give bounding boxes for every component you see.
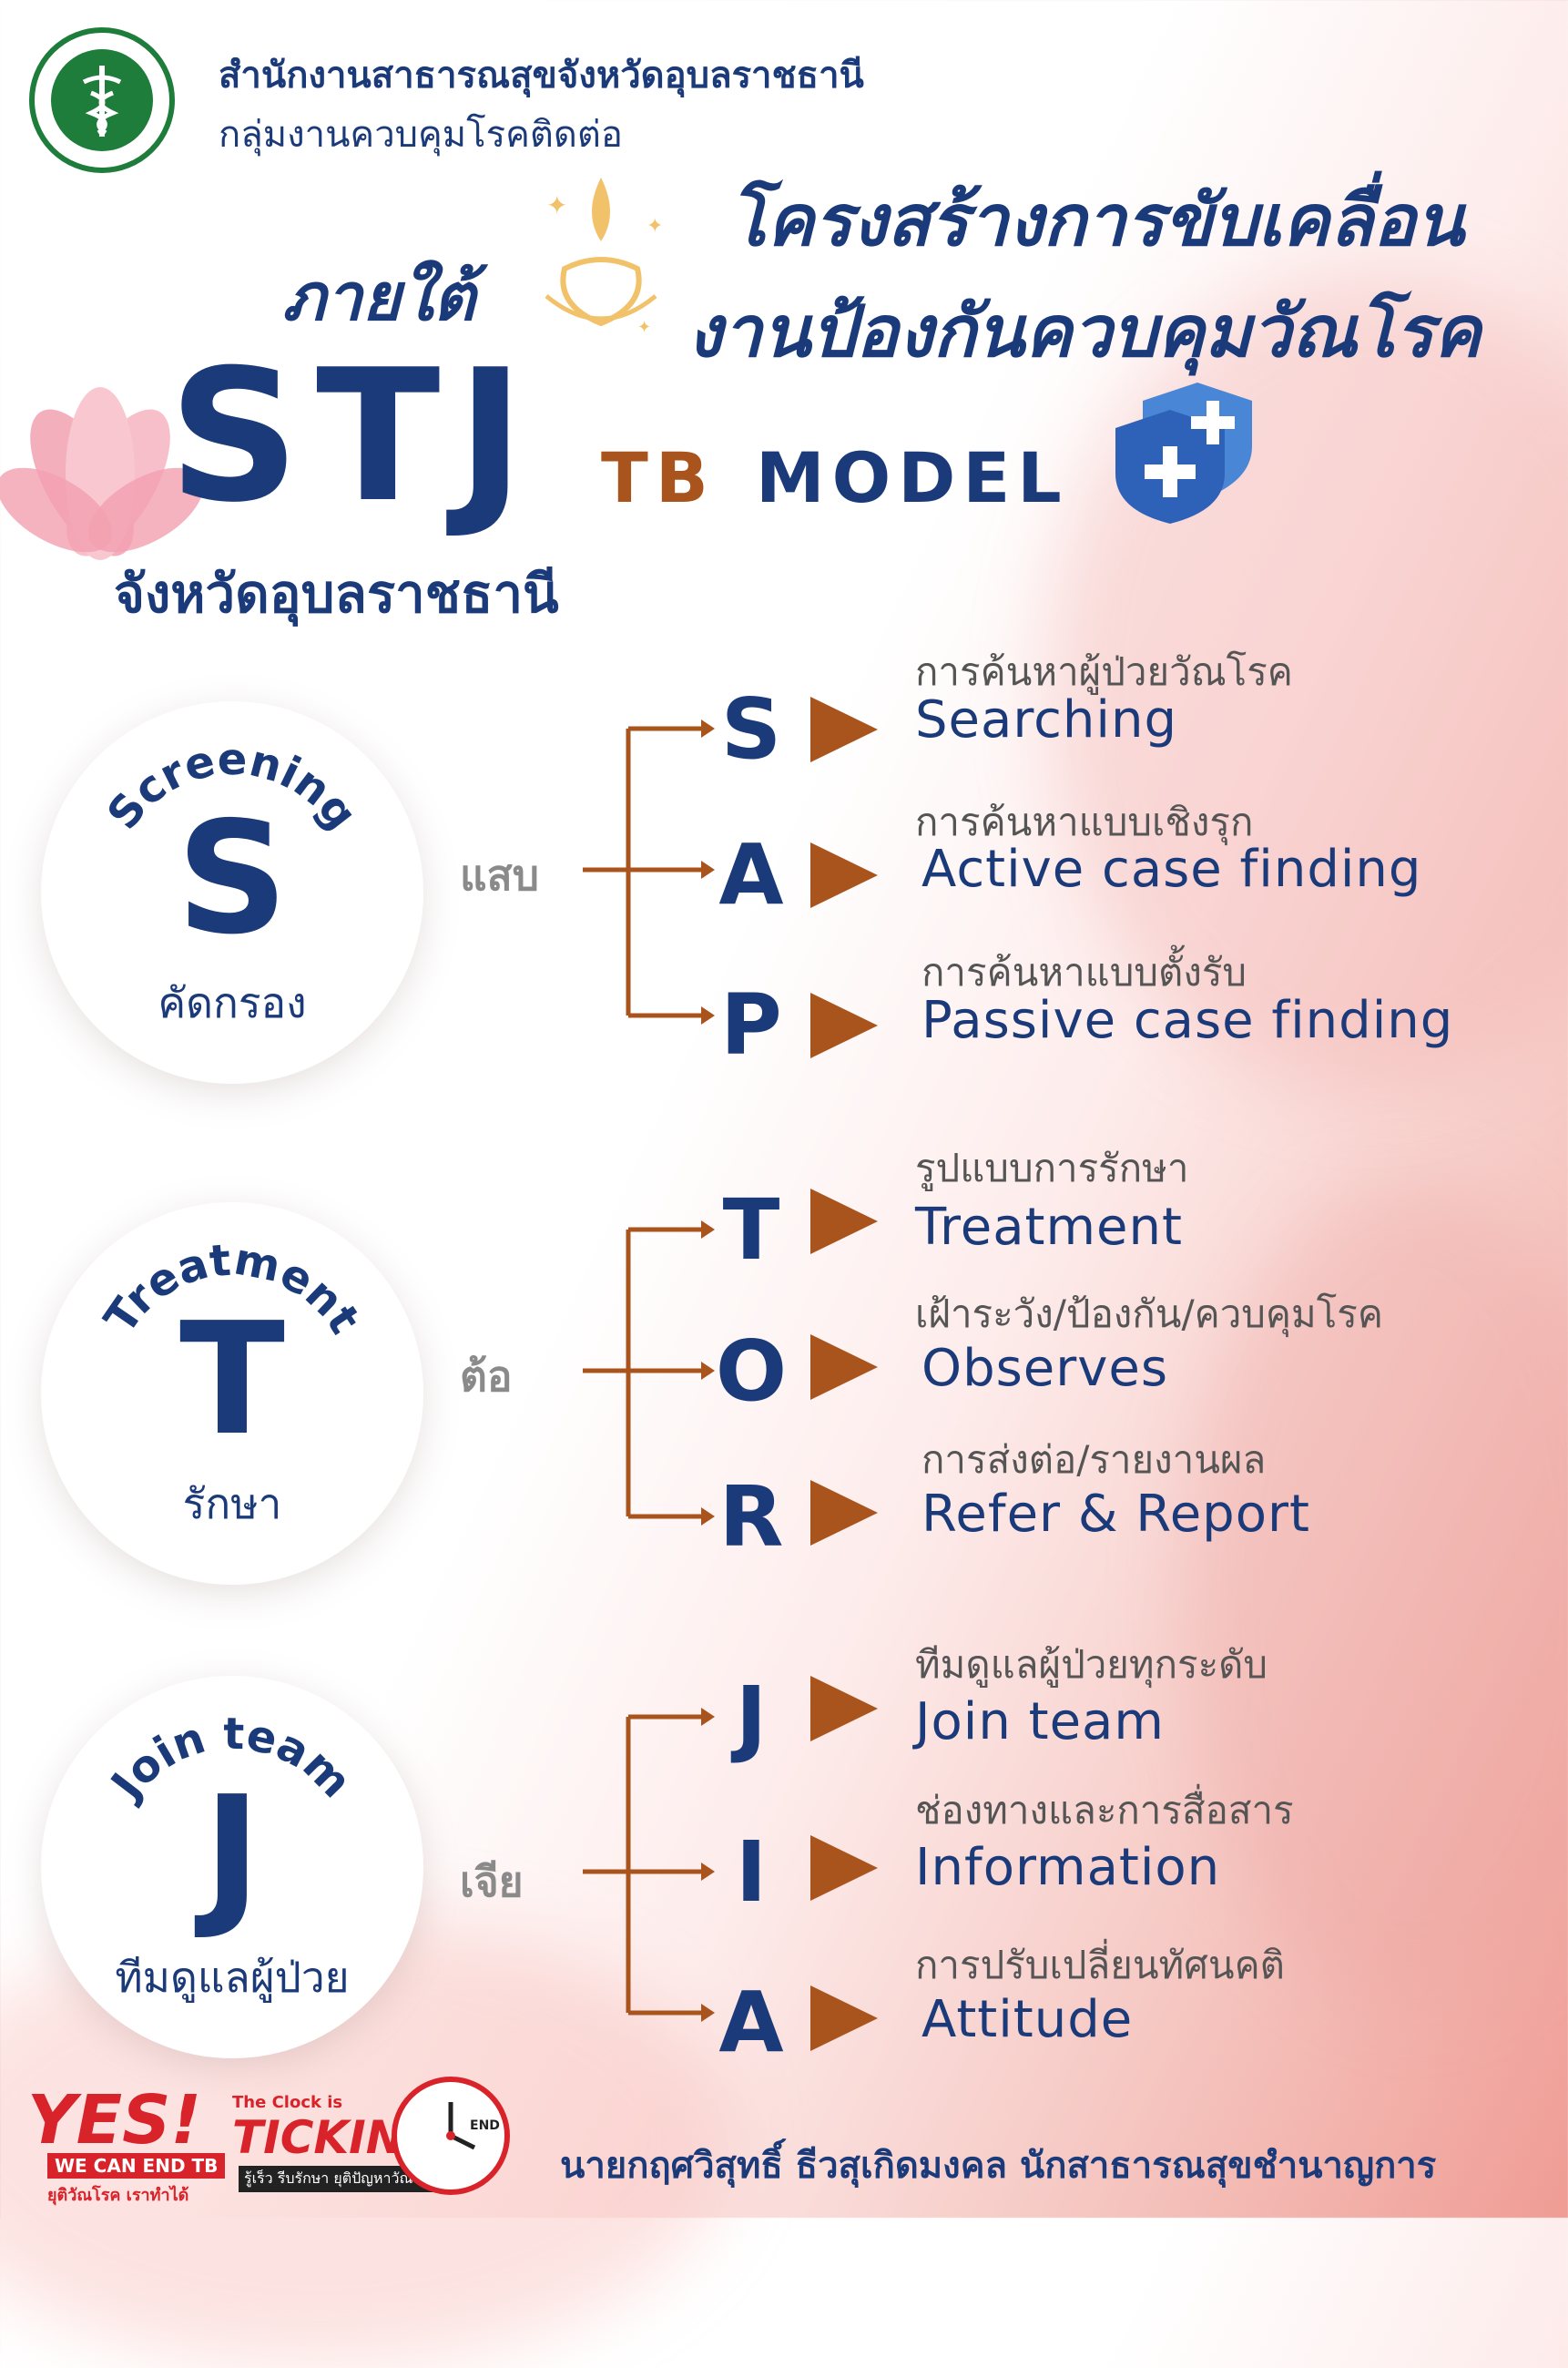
item-thai-join: ทีมดูแลผู้ป่วยทุกระดับ xyxy=(915,1642,1268,1687)
item-letter-p: P xyxy=(720,976,782,1074)
item-letter-i: I xyxy=(735,1823,768,1921)
arrow-icon xyxy=(810,1189,878,1254)
svg-text:✦: ✦ xyxy=(546,190,567,220)
item-english-information: Information xyxy=(915,1838,1221,1897)
item-thai-observes: เฝ้าระวัง/ป้องกัน/ควบคุมโรค xyxy=(915,1291,1383,1336)
item-letter-t: T xyxy=(722,1181,780,1279)
arrow-icon xyxy=(810,1480,878,1546)
title-line1: โครงสร้างการขับเคลื่อน xyxy=(728,180,1464,262)
item-letter-j: J xyxy=(735,1669,768,1766)
item-english-join: Join team xyxy=(915,1692,1165,1751)
bg-lung-glow-lower xyxy=(1184,1184,1568,2004)
model-label: MODEL xyxy=(756,437,1069,518)
screening-connector: แสบ xyxy=(460,851,539,900)
item-thai-attitude: การปรับเปลี่ยนทัศนคติ xyxy=(915,1943,1285,1987)
item-english-active: Active case finding xyxy=(921,840,1422,899)
author-credit: นายกฤศวิสุทธิ์ ธีวสุเกิดมงคล นักสาธารณสุ… xyxy=(560,2145,1437,2187)
item-thai-active: การค้นหาแบบเชิงรุก xyxy=(915,800,1254,844)
arrow-icon xyxy=(810,1985,878,2051)
arrow-icon xyxy=(810,1676,878,1741)
treatment-thai: รักษา xyxy=(182,1479,282,1528)
screening-circle: Screening S คัดกรอง xyxy=(41,701,423,1084)
item-thai-information: ช่องทางและการสื่อสาร xyxy=(915,1788,1294,1832)
yes-logo: YES! xyxy=(27,2081,202,2159)
org-department: กลุ่มงานควบคุมโรคติดต่อ xyxy=(219,114,623,156)
screening-bracket xyxy=(583,720,715,1025)
treatment-connector: ต้อ xyxy=(460,1352,513,1401)
item-letter-s: S xyxy=(720,680,782,778)
arrow-icon xyxy=(810,1835,878,1901)
province-name: จังหวัดอุบลราชธานี xyxy=(114,563,559,625)
join-team-thai: ทีมดูแลผู้ป่วย xyxy=(115,1953,350,2002)
arrow-icon xyxy=(810,842,878,908)
screening-letter: S xyxy=(176,789,289,969)
title-line2: งานป้องกันควบคุมวัณโรค xyxy=(687,291,1481,373)
tb-label: TB xyxy=(601,437,716,518)
item-letter-o: O xyxy=(715,1322,788,1420)
item-thai-passive: การค้นหาแบบตั้งรับ xyxy=(921,950,1247,995)
stj-heading: STJ xyxy=(168,331,541,543)
candle-icon: ✦ ✦ ✦ xyxy=(545,178,663,337)
item-thai-searching: การค้นหาผู้ป่วยวัณโรค xyxy=(915,649,1293,694)
treatment-letter: T xyxy=(179,1290,285,1470)
item-english-refer: Refer & Report xyxy=(921,1485,1310,1544)
arrow-icon xyxy=(810,697,878,762)
screening-thai: คัดกรอง xyxy=(158,978,307,1027)
item-letter-a2: A xyxy=(718,1974,784,2071)
join-team-connector: เจีย xyxy=(460,1857,524,1906)
item-english-passive: Passive case finding xyxy=(921,991,1454,1050)
clock-is-label: The Clock is xyxy=(232,2093,343,2112)
item-english-attitude: Attitude xyxy=(921,1990,1134,2049)
org-name: สำนักงานสาธารณสุขจังหวัดอุบลราชธานี xyxy=(219,55,864,97)
item-thai-treatment: รูปแบบการรักษา xyxy=(915,1146,1189,1190)
svg-text:✦: ✦ xyxy=(647,215,663,238)
treatment-circle: Treatment T รักษา xyxy=(41,1202,423,1585)
arrow-icon xyxy=(810,993,878,1058)
lotus-flower-icon xyxy=(0,387,204,560)
item-letter-r: R xyxy=(718,1468,784,1566)
clock-icon: END TB xyxy=(392,2077,523,2195)
bg-lung-glow xyxy=(1047,273,1568,1093)
svg-text:✦: ✦ xyxy=(637,318,651,337)
shield-plus-icon xyxy=(1115,383,1252,524)
title-prefix: ภายใต้ xyxy=(282,259,475,335)
join-team-circle: Join team J ทีมดูแลผู้ป่วย xyxy=(41,1676,423,2058)
item-thai-refer: การส่งต่อ/รายงานผล xyxy=(921,1437,1267,1482)
join-team-letter: J xyxy=(203,1763,261,1944)
item-english-observes: Observes xyxy=(921,1339,1169,1398)
arrow-icon xyxy=(810,1334,878,1400)
ministry-logo xyxy=(29,27,175,173)
item-english-searching: Searching xyxy=(915,690,1177,750)
item-letter-a: A xyxy=(718,826,784,924)
join-team-bracket xyxy=(583,1708,715,2022)
yes-thai-slogan: ยุติวัณโรค เราทำได้ xyxy=(47,2186,189,2205)
item-english-treatment: Treatment xyxy=(915,1198,1183,1257)
clock-end-tb-text: END TB xyxy=(470,2118,504,2133)
treatment-bracket xyxy=(583,1220,715,1526)
we-can-end-tb-label: WE CAN END TB xyxy=(47,2153,226,2179)
